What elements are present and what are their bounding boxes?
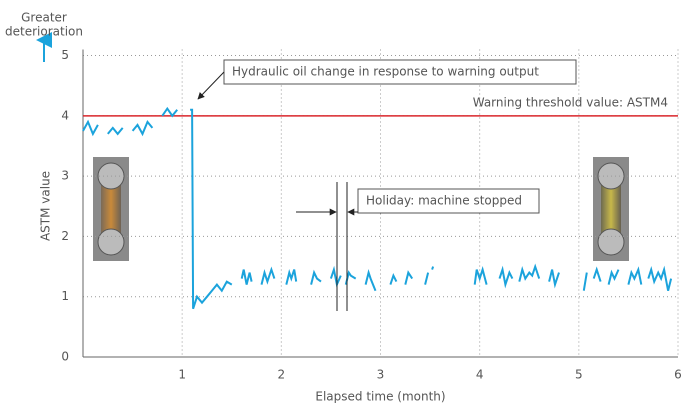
x-tick-label: 3 [377, 368, 385, 382]
annotation-box [223, 59, 577, 85]
x-tick-label: 2 [278, 368, 286, 382]
annotation: Hydraulic oil change in response to warn… [232, 65, 539, 79]
annotation: Holiday: machine stopped [366, 194, 522, 208]
y-tick-label: 2 [61, 229, 69, 243]
data-line [82, 106, 673, 310]
x-tick-label: 6 [674, 368, 681, 382]
direction-label: deterioration [5, 25, 83, 39]
y-tick-label: 4 [61, 108, 69, 122]
direction-label: Greater [21, 11, 67, 25]
y-tick-label: 0 [61, 350, 69, 364]
threshold-label: Warning threshold value: ASTM4 [473, 95, 668, 109]
x-tick-label: 1 [178, 368, 186, 382]
y-tick-label: 1 [61, 289, 69, 303]
x-tick-label: 5 [575, 368, 583, 382]
sight-glass-after [593, 157, 629, 261]
y-tick-label: 3 [61, 169, 69, 183]
annotation-arrow [197, 71, 225, 100]
x-axis-label: Elapsed time (month) [315, 390, 445, 404]
y-axis-label: ASTM value [39, 171, 53, 241]
annotation-box [357, 188, 540, 214]
sight-glass-before [93, 157, 129, 261]
x-tick-label: 4 [476, 368, 484, 382]
y-tick-label: 5 [61, 48, 69, 62]
